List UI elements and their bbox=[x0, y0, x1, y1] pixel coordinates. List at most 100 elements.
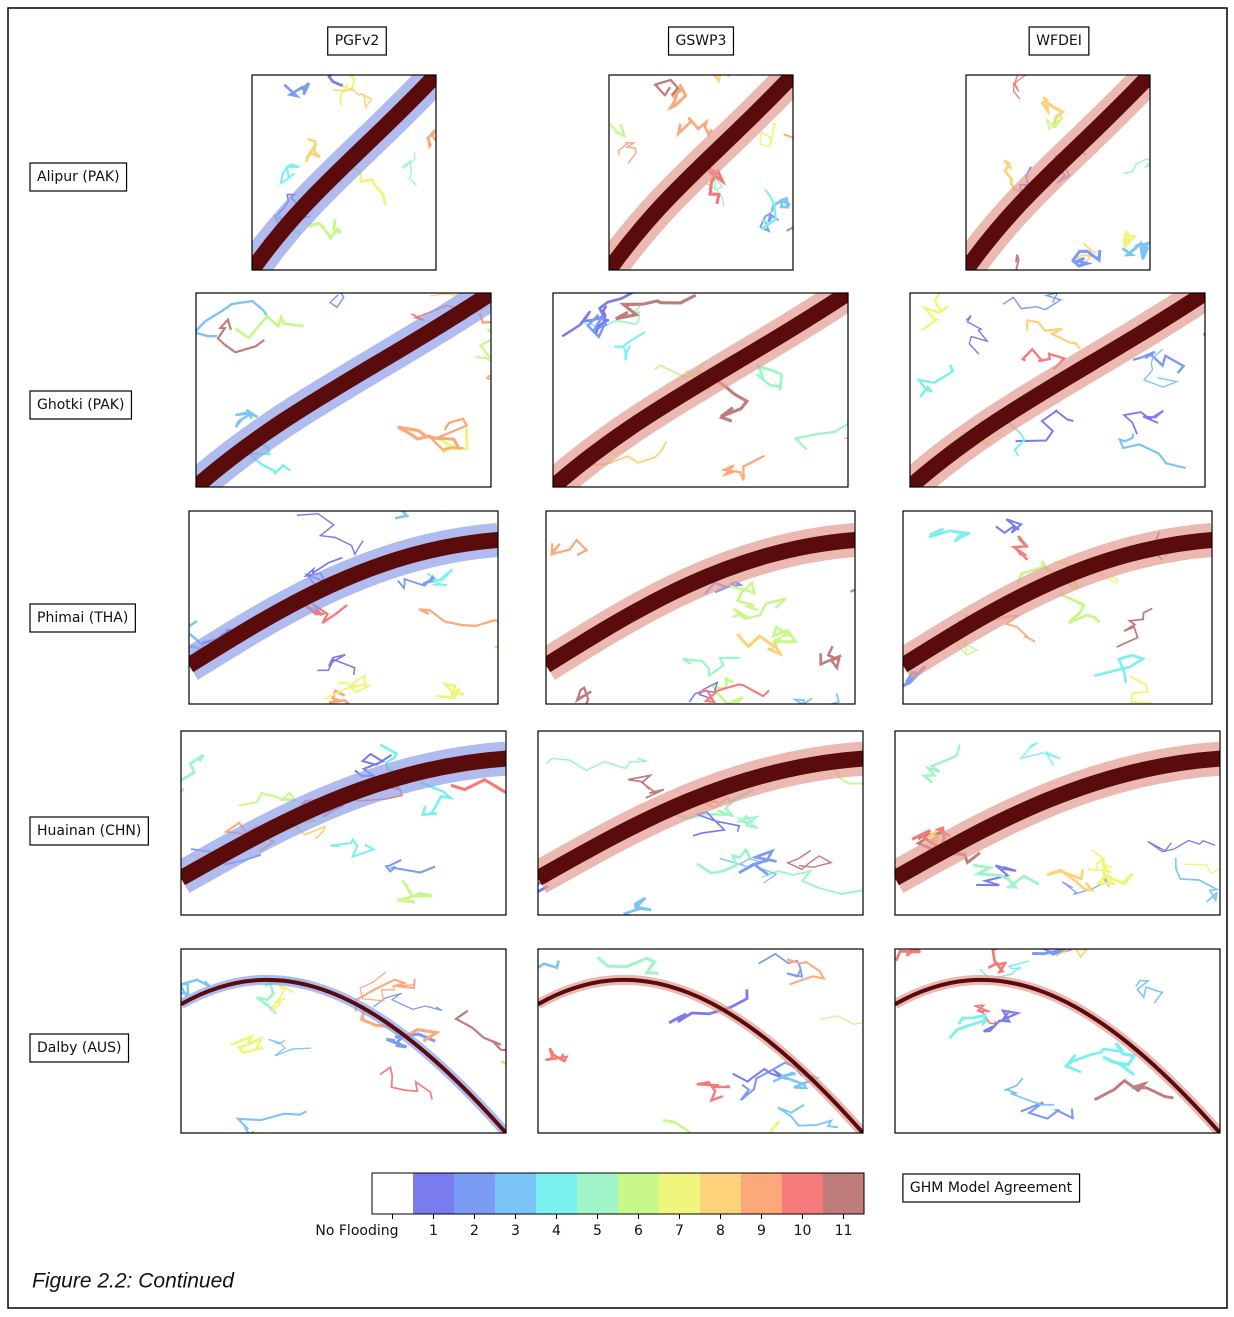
tributary bbox=[397, 879, 433, 904]
river bbox=[181, 750, 506, 886]
colorbar-label: 2 bbox=[470, 1223, 479, 1239]
tributary bbox=[1117, 433, 1187, 470]
tributary bbox=[1019, 742, 1061, 766]
row-label: Alipur (PAK) bbox=[29, 162, 128, 192]
map-panel bbox=[910, 293, 1205, 487]
tributary bbox=[1093, 1078, 1174, 1102]
tributary bbox=[384, 859, 436, 874]
tributary bbox=[538, 960, 560, 970]
colorbar-cell bbox=[577, 1173, 618, 1214]
tributary bbox=[666, 83, 688, 112]
colorbar-label: 7 bbox=[675, 1223, 684, 1239]
tributary bbox=[915, 831, 981, 865]
tributary bbox=[738, 848, 777, 876]
colorbar-label: No Flooding bbox=[315, 1223, 398, 1239]
map-panel bbox=[903, 511, 1212, 704]
tributary bbox=[478, 312, 491, 332]
map-panel bbox=[966, 75, 1150, 270]
map-frame bbox=[180, 948, 507, 1134]
legend-title: GHM Model Agreement bbox=[902, 1173, 1081, 1203]
map-panel bbox=[895, 731, 1220, 915]
tributary bbox=[729, 580, 759, 612]
tributary bbox=[819, 1015, 863, 1025]
tributary bbox=[758, 952, 804, 978]
tributary bbox=[1010, 535, 1030, 561]
tributary bbox=[755, 364, 784, 391]
colorbar-label: 5 bbox=[593, 1223, 602, 1239]
river bbox=[181, 977, 506, 1133]
tributary bbox=[732, 1067, 788, 1083]
tributary bbox=[216, 317, 265, 354]
tributary bbox=[1046, 868, 1095, 893]
tributary bbox=[1087, 849, 1114, 875]
tributary bbox=[234, 408, 259, 428]
river bbox=[538, 977, 863, 1133]
map-frame bbox=[965, 74, 1151, 271]
tributary bbox=[561, 305, 608, 338]
legend-title-box bbox=[902, 1173, 1081, 1203]
tributary bbox=[974, 1004, 997, 1026]
map-panel bbox=[553, 293, 848, 487]
tributary bbox=[1059, 591, 1101, 625]
tributary bbox=[995, 518, 1024, 535]
tributary bbox=[546, 757, 648, 772]
tributary bbox=[332, 87, 373, 110]
tributary bbox=[699, 683, 770, 704]
colorbar-label: 10 bbox=[794, 1223, 812, 1239]
river bbox=[966, 75, 1150, 270]
tributary bbox=[613, 331, 646, 361]
tributary bbox=[426, 567, 453, 587]
tributary bbox=[430, 417, 469, 452]
tributary bbox=[1102, 1041, 1137, 1076]
colorbar-label: 1 bbox=[429, 1223, 438, 1239]
tributary bbox=[1135, 979, 1164, 1004]
river bbox=[609, 75, 793, 270]
tributary bbox=[323, 673, 371, 701]
tributary bbox=[308, 218, 342, 241]
row-label-text: Dalby (AUS) bbox=[37, 1040, 122, 1056]
tributary bbox=[1121, 240, 1150, 260]
tributary bbox=[732, 597, 787, 621]
tributary bbox=[987, 949, 1008, 975]
tributary bbox=[1132, 350, 1186, 374]
tributary bbox=[1142, 348, 1179, 388]
tributary bbox=[1025, 319, 1081, 350]
map-bg bbox=[895, 949, 1220, 1133]
tributary bbox=[279, 163, 300, 186]
tributary bbox=[777, 1104, 839, 1129]
tributary bbox=[1020, 347, 1067, 371]
colorbar-label: 6 bbox=[634, 1223, 643, 1239]
tributary bbox=[426, 129, 436, 150]
tributary bbox=[418, 608, 498, 628]
tributary bbox=[304, 137, 321, 163]
tributary bbox=[359, 971, 414, 1002]
row-label-box bbox=[29, 162, 128, 192]
tributary bbox=[696, 1080, 731, 1103]
river bbox=[895, 750, 1220, 886]
tributary bbox=[786, 849, 833, 871]
tributary bbox=[819, 645, 842, 671]
column-header: WFDEI bbox=[1028, 26, 1090, 56]
tributary bbox=[1061, 875, 1110, 895]
colorbar-cell bbox=[536, 1173, 577, 1214]
row-label-text: Ghotki (PAK) bbox=[37, 397, 124, 413]
colorbar-label: 4 bbox=[552, 1223, 561, 1239]
tributary bbox=[979, 960, 1029, 980]
figure-border bbox=[7, 7, 1228, 1309]
map-frame bbox=[894, 730, 1221, 916]
map-frame bbox=[188, 510, 499, 705]
tributary bbox=[972, 863, 1040, 889]
row-label: Huainan (CHN) bbox=[29, 816, 149, 846]
map-frame bbox=[195, 292, 492, 488]
map-panel bbox=[609, 75, 793, 270]
map-frame bbox=[552, 292, 849, 488]
tributary bbox=[965, 315, 990, 355]
tributary bbox=[234, 313, 304, 341]
river bbox=[553, 293, 848, 487]
tributary bbox=[761, 869, 863, 895]
tributary bbox=[1123, 158, 1150, 175]
map-frame bbox=[180, 730, 507, 916]
tributary bbox=[736, 814, 761, 829]
tributary bbox=[844, 437, 848, 440]
tributary bbox=[328, 293, 345, 309]
